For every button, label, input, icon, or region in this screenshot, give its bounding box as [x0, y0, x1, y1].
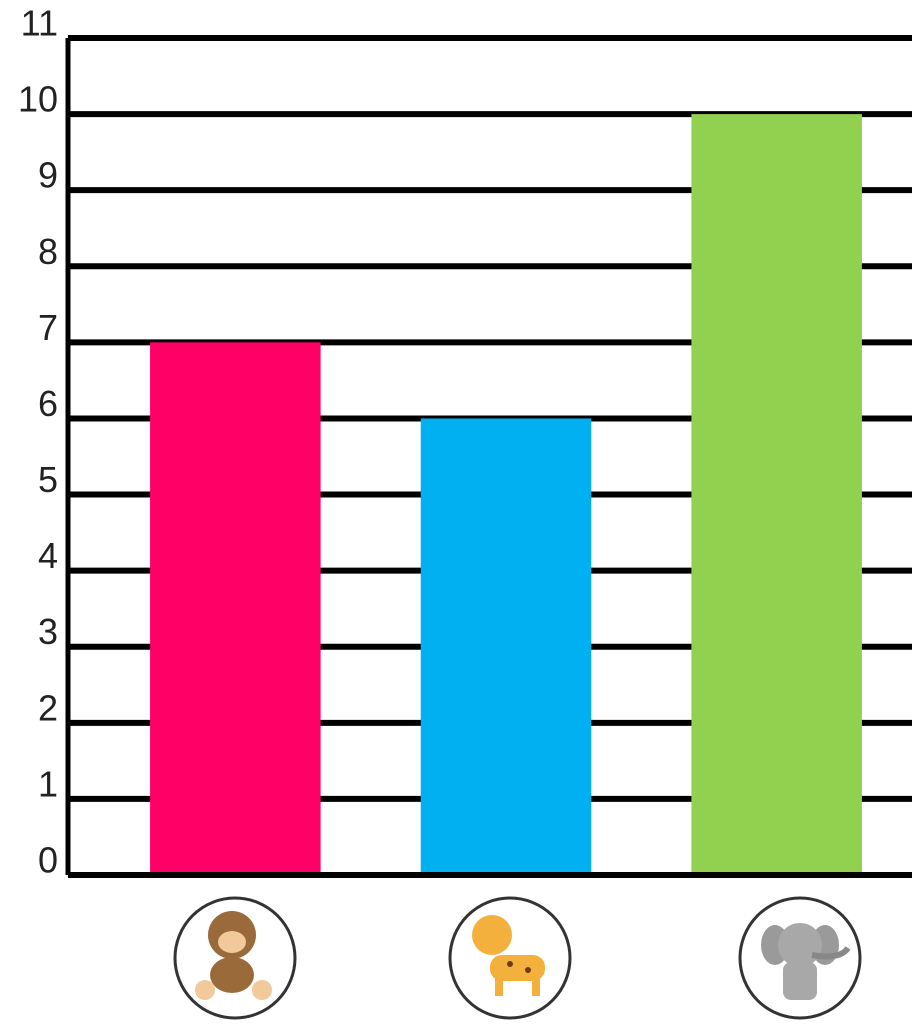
- y-tick-label: 4: [38, 535, 58, 576]
- y-tick-label: 11: [21, 3, 58, 44]
- y-tick-label: 8: [38, 231, 58, 272]
- y-tick-label: 10: [18, 79, 58, 120]
- y-tick-label: 2: [38, 687, 58, 728]
- y-tick-label: 1: [38, 763, 58, 804]
- y-tick-label: 5: [38, 459, 58, 500]
- monkey-icon: [173, 896, 297, 1020]
- bar: [691, 114, 862, 872]
- bar: [150, 342, 321, 872]
- y-tick-label: 9: [38, 155, 58, 196]
- bar: [420, 418, 592, 872]
- elephant-icon: [738, 896, 862, 1020]
- leopard-icon: [448, 896, 572, 1020]
- category-icons: [173, 896, 862, 1020]
- y-tick-label: 7: [38, 307, 58, 348]
- y-tick-label: 6: [38, 383, 58, 424]
- y-tick-label: 0: [38, 840, 58, 881]
- y-tick-label: 3: [38, 611, 58, 652]
